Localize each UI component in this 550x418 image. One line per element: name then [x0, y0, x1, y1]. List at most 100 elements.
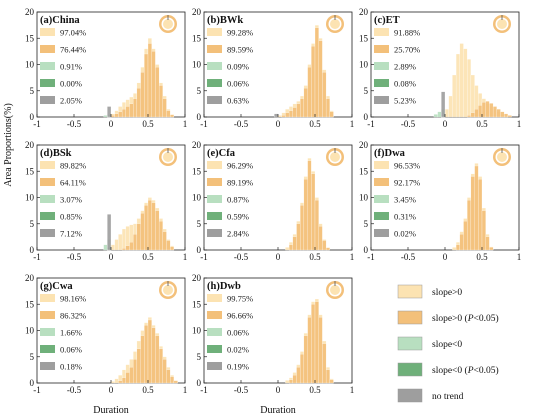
bar [103, 115, 108, 118]
bar [107, 106, 112, 118]
legend-swatch [397, 362, 423, 377]
y-tick-label: 10 [192, 326, 202, 336]
bar [470, 74, 475, 118]
x-tick-label: -1 [33, 119, 41, 129]
bar [170, 376, 175, 384]
pct-swatch [207, 294, 222, 302]
panel-8: -1 -0.5 0 0.5 105101520(h)Dwb99.75%96.66%0.0… [192, 273, 354, 395]
bar [125, 245, 130, 251]
y-tick-label: 5 [30, 352, 35, 362]
y-tick-label: 10 [25, 193, 35, 203]
x-tick-label: 0.5 [309, 252, 321, 262]
x-tick-label: -0.5 [401, 252, 416, 262]
panel-4: -1 -0.5 0 0.5 105101520(d)BSk89.82%64.11%3.0… [25, 140, 187, 262]
pct-label: 0.02% [227, 345, 249, 355]
y-tick-label: 0 [197, 378, 202, 388]
y-tick-label: 15 [25, 166, 35, 176]
pct-label: 89.82% [60, 161, 86, 171]
y-tick-label: 10 [192, 193, 202, 203]
bar [114, 113, 119, 118]
pct-label: 76.44% [60, 45, 86, 55]
y-tick-label: 5 [30, 86, 35, 96]
bar [118, 380, 123, 384]
pct-swatch [207, 178, 222, 186]
pct-label: 0.63% [227, 96, 249, 106]
bar [433, 114, 438, 118]
y-tick-label: 0 [364, 112, 369, 122]
bar [133, 98, 138, 118]
pct-swatch [40, 328, 55, 336]
x-tick-label: 0 [109, 385, 114, 395]
legend-swatch [397, 310, 423, 325]
bar [281, 115, 286, 118]
bar [318, 226, 323, 251]
bar [474, 165, 479, 251]
bar [144, 205, 149, 251]
bar [144, 325, 149, 384]
ring-inner [163, 285, 173, 295]
x-axis-label-g: Duration [93, 405, 129, 416]
x-tick-label: -0.5 [234, 252, 249, 262]
bar [507, 115, 512, 118]
pct-label: 0.85% [60, 212, 82, 222]
pct-swatch [207, 212, 222, 220]
pct-swatch [40, 79, 55, 87]
y-tick-label: 10 [25, 60, 35, 70]
y-tick-label: 15 [25, 299, 35, 309]
bar [110, 115, 115, 118]
panel-title: (f)Dwa [374, 148, 406, 159]
x-tick-label: 1 [350, 385, 355, 395]
pct-swatch [374, 62, 389, 70]
pct-label: 91.88% [394, 28, 420, 38]
bar [485, 236, 490, 251]
bar [463, 221, 468, 251]
legend-label: slope>0 (P<0.05) [432, 313, 499, 324]
bar [136, 348, 141, 384]
ring-inner [497, 19, 507, 29]
bar [140, 213, 145, 251]
x-tick-label: 0.5 [476, 252, 488, 262]
pct-swatch [374, 96, 389, 104]
bar [500, 111, 505, 118]
bar [136, 223, 141, 251]
pct-label: 0.59% [227, 212, 249, 222]
bar [129, 242, 134, 251]
bar [110, 381, 115, 384]
panel-6: -1 -0.5 0 0.5 105101520(f)Dwa96.53%92.17%3.4… [359, 140, 521, 262]
y-tick-label: 5 [364, 86, 369, 96]
pct-label: 3.07% [60, 195, 82, 205]
bar [292, 107, 297, 118]
panel-title: (h)Dwb [207, 281, 241, 292]
bar [151, 51, 156, 118]
bar [121, 109, 126, 118]
pct-swatch [40, 96, 55, 104]
bar [292, 375, 297, 384]
bar [147, 319, 152, 384]
bar [107, 214, 112, 251]
bar [311, 173, 316, 251]
bar [300, 354, 305, 384]
x-tick-label: 0 [109, 252, 114, 262]
pct-label: 89.59% [227, 45, 253, 55]
bar [455, 53, 460, 118]
bar [311, 304, 316, 384]
bar [300, 98, 305, 118]
x-tick-label: 0.5 [142, 119, 154, 129]
legend-swatch [397, 388, 423, 403]
bar [155, 335, 160, 384]
pct-label: 0.87% [227, 195, 249, 205]
pct-label: 0.00% [60, 79, 82, 89]
bar [459, 43, 464, 118]
panel-title: (d)BSk [40, 148, 72, 159]
bar [325, 98, 330, 118]
x-tick-label: 1 [183, 119, 188, 129]
pct-label: 0.02% [394, 229, 416, 239]
bar [170, 114, 175, 118]
bar [448, 95, 453, 118]
pct-swatch [40, 45, 55, 53]
pct-swatch [207, 96, 222, 104]
panel-2: -1 -0.5 0 0.5 105101520(b)BWk99.28%89.59%0.0… [192, 7, 354, 129]
pct-swatch [374, 229, 389, 237]
pct-swatch [374, 178, 389, 186]
y-tick-label: 20 [192, 273, 202, 283]
